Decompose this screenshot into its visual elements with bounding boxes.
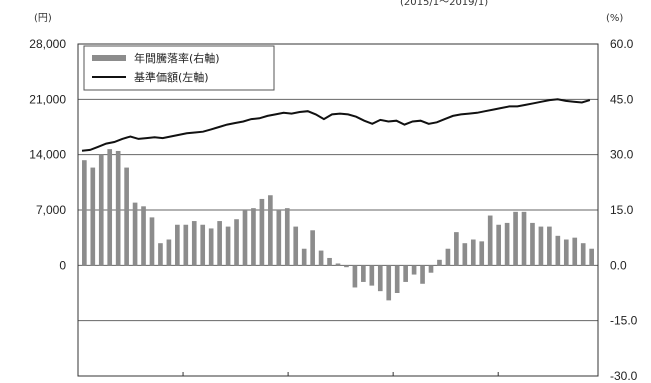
bar bbox=[411, 265, 417, 275]
bar bbox=[504, 222, 510, 266]
bar bbox=[352, 265, 358, 288]
right-tick-label: 15.0 bbox=[610, 203, 634, 217]
bar bbox=[445, 248, 451, 266]
bar bbox=[98, 154, 104, 266]
bar bbox=[555, 235, 561, 266]
bar bbox=[369, 265, 375, 286]
period-label: (2015/1〜2019/1) bbox=[400, 0, 488, 8]
bar bbox=[386, 265, 392, 301]
left-tick-label: 14,000 bbox=[29, 148, 66, 162]
bar bbox=[149, 217, 155, 266]
bar bbox=[107, 149, 113, 266]
bar bbox=[234, 219, 239, 266]
bar bbox=[563, 239, 569, 266]
bar bbox=[361, 265, 366, 282]
bar bbox=[327, 257, 332, 266]
right-tick-label: -15.0 bbox=[610, 314, 638, 328]
bar bbox=[462, 243, 468, 266]
bar bbox=[259, 198, 265, 266]
bar bbox=[225, 226, 231, 266]
bar bbox=[191, 221, 197, 266]
legend-bar-label: 年間騰落率(右軸) bbox=[134, 51, 220, 65]
bar bbox=[420, 265, 425, 284]
left-tick-label: 28,000 bbox=[29, 37, 66, 51]
bar bbox=[496, 224, 501, 266]
bar bbox=[251, 208, 256, 266]
bar bbox=[124, 167, 129, 266]
bar bbox=[589, 248, 594, 266]
bar bbox=[166, 239, 172, 266]
bar bbox=[344, 265, 349, 268]
bar bbox=[572, 237, 578, 266]
bar-series bbox=[82, 149, 594, 301]
bar bbox=[437, 259, 442, 266]
right-tick-label: 45.0 bbox=[610, 92, 634, 106]
bar bbox=[208, 228, 214, 266]
legend-bar-swatch bbox=[92, 55, 126, 61]
bar bbox=[268, 195, 273, 266]
bar bbox=[310, 230, 315, 266]
bar bbox=[530, 222, 535, 266]
legend: 年間騰落率(右軸) 基準価額(左軸) bbox=[83, 45, 275, 91]
bar bbox=[428, 265, 434, 273]
bar bbox=[547, 226, 552, 266]
bar bbox=[335, 263, 341, 266]
bar bbox=[521, 211, 527, 266]
right-tick-label: 0.0 bbox=[610, 258, 627, 272]
gridlines bbox=[78, 98, 598, 322]
bar bbox=[479, 241, 485, 266]
line-series bbox=[81, 98, 591, 152]
bar bbox=[454, 232, 459, 266]
bar bbox=[242, 210, 248, 266]
bar bbox=[293, 226, 299, 266]
plot-area bbox=[77, 43, 599, 377]
left-tick-label: 7,000 bbox=[36, 203, 66, 217]
legend-box bbox=[83, 45, 275, 91]
right-tick-label: 30.0 bbox=[610, 148, 634, 162]
bar bbox=[200, 224, 206, 266]
bar bbox=[115, 150, 121, 266]
bar bbox=[487, 215, 493, 266]
bar bbox=[217, 221, 222, 266]
bar bbox=[538, 226, 544, 266]
bar bbox=[175, 224, 180, 266]
bar bbox=[580, 243, 586, 266]
bar bbox=[82, 160, 87, 266]
bar bbox=[470, 239, 476, 266]
left-tick-label: 0 bbox=[59, 258, 66, 272]
plot-frame bbox=[77, 43, 599, 377]
left-axis-ticks: 28,000 21,000 14,000 7,000 0 bbox=[29, 37, 66, 272]
bar bbox=[141, 206, 146, 266]
bar bbox=[377, 265, 383, 292]
right-axis-unit: (%) bbox=[606, 13, 623, 24]
bar bbox=[513, 211, 518, 266]
bar bbox=[132, 202, 138, 266]
bar bbox=[276, 210, 282, 266]
left-tick-label: 21,000 bbox=[29, 92, 66, 106]
bar bbox=[284, 208, 290, 266]
bar bbox=[318, 250, 324, 266]
bar bbox=[301, 248, 307, 266]
x-axis-ticks bbox=[182, 372, 499, 376]
bar bbox=[403, 265, 408, 282]
right-tick-label: 60.0 bbox=[610, 37, 634, 51]
bar bbox=[183, 224, 189, 266]
bar bbox=[90, 167, 96, 266]
bar bbox=[158, 243, 163, 266]
bar bbox=[394, 265, 400, 293]
left-axis-unit: (円) bbox=[34, 13, 52, 24]
right-tick-label: -30.0 bbox=[610, 369, 638, 383]
legend-line-label: 基準価額(左軸) bbox=[134, 70, 209, 84]
right-axis-ticks: 60.0 45.0 30.0 15.0 0.0 -15.0 -30.0 bbox=[610, 37, 638, 383]
